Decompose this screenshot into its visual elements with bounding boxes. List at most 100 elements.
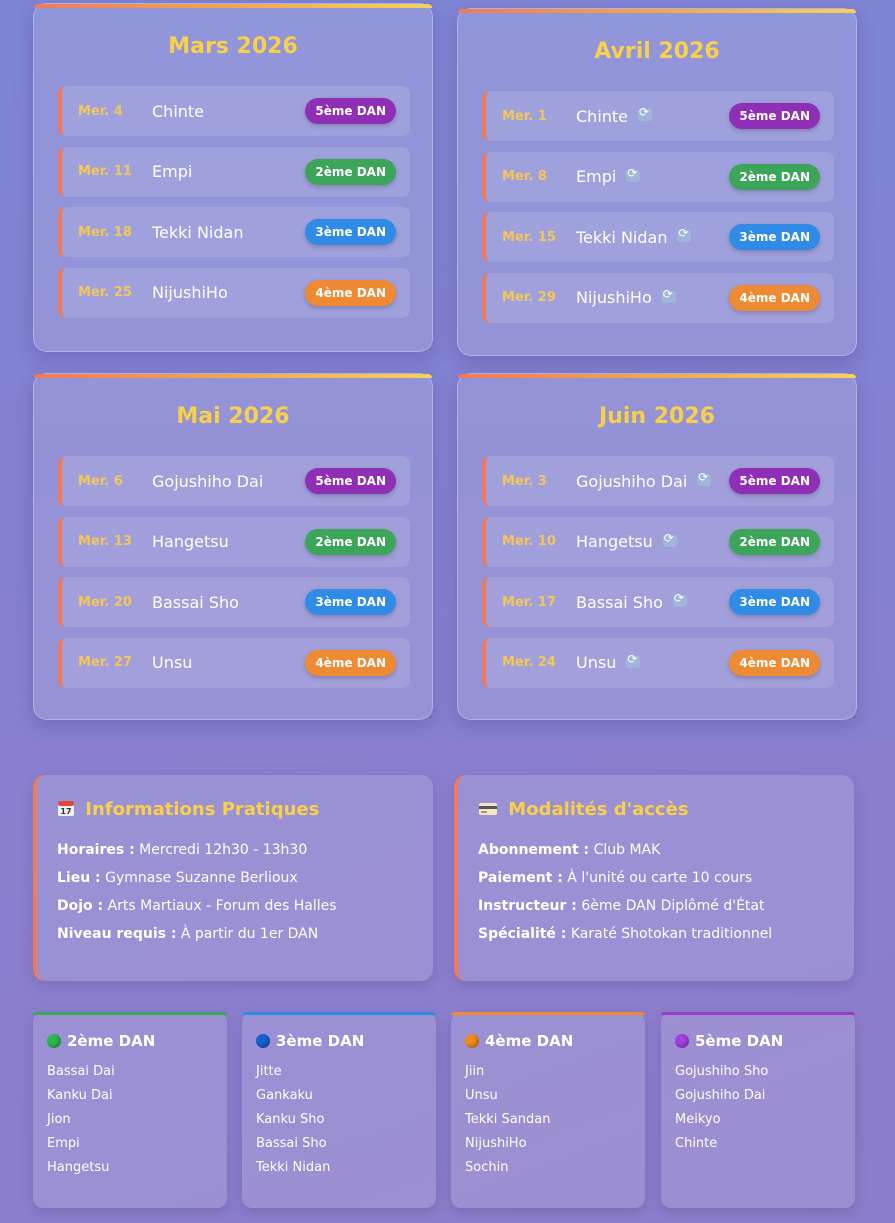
- session-kata-text: Tekki Nidan: [576, 227, 668, 247]
- kata-item: Gojushiho Sho: [675, 1064, 769, 1079]
- sync-icon: [626, 166, 641, 182]
- session-row[interactable]: Mer. 13 Hangetsu 2ème DAN: [58, 516, 410, 567]
- session-row[interactable]: Mer. 6 Gojushiho Dai 5ème DAN: [58, 456, 410, 506]
- kata-item: Jion: [47, 1112, 71, 1127]
- session-date: Mer. 18: [78, 224, 132, 240]
- purple-circle-icon: [675, 1034, 689, 1048]
- kata-item: Gankaku: [256, 1088, 313, 1103]
- session-kata: Empi: [152, 162, 193, 181]
- session-kata-text: Chinte: [576, 106, 629, 126]
- session-row[interactable]: Mer. 1 Chinte 5ème DAN: [482, 91, 834, 141]
- session-kata-text: Hangetsu: [576, 532, 653, 551]
- session-kata: Hangetsu: [152, 532, 229, 551]
- dan-card-title: 4ème DAN: [485, 1032, 574, 1050]
- orange-circle-icon: [465, 1034, 479, 1048]
- session-kata: Gojushiho Dai: [152, 471, 264, 491]
- access-info-title: Modalités d'accès: [478, 799, 854, 820]
- calendar-icon: 17: [57, 799, 81, 820]
- info-line-horaires: Horaires : Mercredi 12h30 - 13h30: [57, 842, 308, 858]
- kata-item: Tekki Sandan: [465, 1112, 551, 1127]
- sync-icon: [662, 531, 677, 547]
- session-row[interactable]: Mer. 29 NijushiHo 4ème DAN: [482, 272, 834, 323]
- dan-badge: 2ème DAN: [305, 158, 396, 185]
- dan-badge: 4ème DAN: [729, 284, 820, 311]
- dan-card-header: 4ème DAN: [465, 1032, 645, 1050]
- sync-icon: [626, 652, 641, 668]
- kata-item: Gojushiho Dai: [675, 1088, 766, 1103]
- session-kata: Chinte: [152, 101, 205, 121]
- session-kata: Bassai Sho: [576, 591, 834, 612]
- dan-card-title: 5ème DAN: [695, 1032, 784, 1050]
- dan-badge: 4ème DAN: [729, 649, 820, 676]
- session-kata: Empi: [576, 166, 834, 186]
- session-row[interactable]: Mer. 3 Gojushiho Dai 5ème DAN: [482, 456, 834, 506]
- session-row[interactable]: Mer. 4 Chinte 5ème DAN: [58, 86, 410, 136]
- session-kata: Chinte: [576, 105, 834, 126]
- month-title: Avril 2026: [594, 39, 720, 64]
- session-kata: Bassai Sho: [152, 592, 239, 612]
- access-info-card: Modalités d'accès Abonnement : Club MAK …: [454, 775, 854, 981]
- month-card-mars: Mars 2026 Mer. 4 Chinte 5ème DAN Mer. 11…: [33, 3, 433, 352]
- dan-badge: 3ème DAN: [305, 219, 396, 245]
- session-date: Mer. 15: [502, 229, 556, 245]
- session-row[interactable]: Mer. 17 Bassai Sho 3ème DAN: [482, 577, 834, 627]
- kata-item: Kanku Sho: [256, 1112, 325, 1127]
- session-list: Mer. 3 Gojushiho Dai 5ème DAN Mer. 10 Ha…: [482, 456, 834, 698]
- sync-icon: [697, 470, 712, 486]
- dan-card-header: 5ème DAN: [675, 1032, 855, 1050]
- session-date: Mer. 25: [78, 285, 132, 300]
- session-date: Mer. 24: [502, 655, 556, 670]
- dan-badge: 5ème DAN: [729, 468, 820, 494]
- practical-info-card: 17 Informations Pratiques Horaires : Mer…: [33, 775, 433, 981]
- dan-badge: 4ème DAN: [305, 279, 396, 306]
- session-kata: Tekki Nidan: [576, 226, 834, 247]
- session-kata: NijushiHo: [576, 287, 834, 307]
- session-row[interactable]: Mer. 10 Hangetsu 2ème DAN: [482, 516, 834, 567]
- session-date: Mer. 17: [502, 594, 556, 610]
- dan-card-4: 4ème DAN Jiin Unsu Tekki Sandan NijushiH…: [451, 1012, 645, 1208]
- session-date: Mer. 10: [502, 534, 556, 549]
- dan-badge: 3ème DAN: [729, 589, 820, 615]
- session-row[interactable]: Mer. 27 Unsu 4ème DAN: [58, 637, 410, 688]
- session-kata-text: Unsu: [576, 653, 617, 672]
- session-kata: Hangetsu: [576, 531, 834, 551]
- kata-item: Meikyo: [675, 1112, 721, 1127]
- blue-circle-icon: [256, 1034, 270, 1048]
- info-line-lieu: Lieu : Gymnase Suzanne Berlioux: [57, 870, 298, 886]
- sync-icon: [677, 226, 692, 242]
- dan-badge: 5ème DAN: [305, 98, 396, 124]
- access-info-title-text: Modalités d'accès: [508, 799, 689, 820]
- session-date: Mer. 4: [78, 103, 123, 119]
- session-date: Mer. 3: [502, 473, 547, 489]
- kata-item: Bassai Dai: [47, 1064, 115, 1079]
- session-row[interactable]: Mer. 11 Empi 2ème DAN: [58, 146, 410, 197]
- dan-card-3: 3ème DAN Jitte Gankaku Kanku Sho Bassai …: [242, 1012, 436, 1208]
- kata-item: NijushiHo: [465, 1136, 527, 1151]
- dan-card-title: 3ème DAN: [276, 1032, 365, 1050]
- session-row[interactable]: Mer. 15 Tekki Nidan 3ème DAN: [482, 212, 834, 262]
- dan-card-title: 2ème DAN: [67, 1032, 156, 1050]
- dan-card-header: 2ème DAN: [47, 1032, 227, 1050]
- session-row[interactable]: Mer. 8 Empi 2ème DAN: [482, 151, 834, 202]
- dan-badge: 5ème DAN: [305, 468, 396, 494]
- session-row[interactable]: Mer. 24 Unsu 4ème DAN: [482, 637, 834, 688]
- session-kata: Gojushiho Dai: [576, 470, 834, 491]
- dan-badge: 3ème DAN: [305, 589, 396, 615]
- kata-item: Bassai Sho: [256, 1136, 327, 1151]
- session-list: Mer. 4 Chinte 5ème DAN Mer. 11 Empi 2ème…: [58, 86, 410, 328]
- session-date: Mer. 8: [502, 169, 547, 184]
- info-line-abonnement: Abonnement : Club MAK: [478, 842, 661, 858]
- dan-badge: 4ème DAN: [305, 649, 396, 676]
- session-date: Mer. 11: [78, 164, 132, 179]
- svg-text:17: 17: [60, 807, 71, 816]
- month-title: Mai 2026: [176, 404, 290, 429]
- kata-item: Sochin: [465, 1160, 509, 1175]
- session-row[interactable]: Mer. 20 Bassai Sho 3ème DAN: [58, 577, 410, 627]
- session-row[interactable]: Mer. 18 Tekki Nidan 3ème DAN: [58, 207, 410, 257]
- practical-info-title-text: Informations Pratiques: [85, 799, 320, 820]
- session-row[interactable]: Mer. 25 NijushiHo 4ème DAN: [58, 267, 410, 318]
- sync-icon: [661, 287, 676, 303]
- dan-badge: 5ème DAN: [729, 103, 820, 129]
- credit-card-icon: [478, 799, 504, 820]
- session-kata-text: Bassai Sho: [576, 592, 663, 612]
